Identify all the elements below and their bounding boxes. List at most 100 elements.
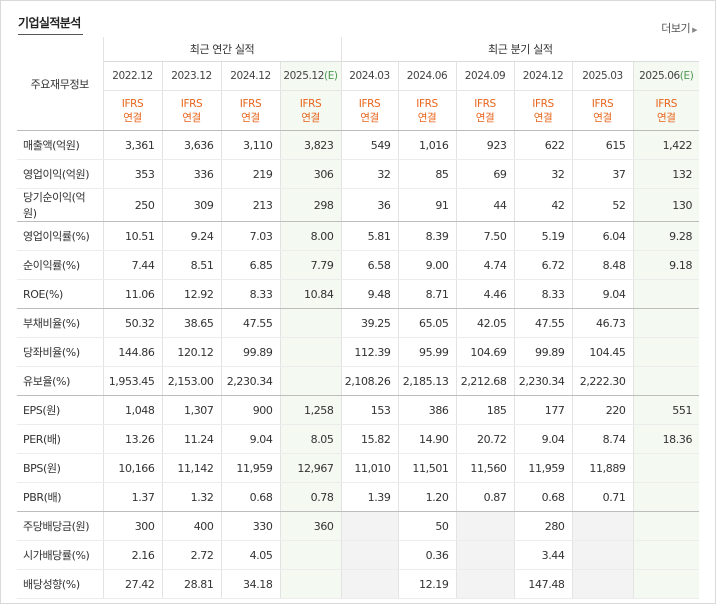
more-link[interactable]: 더보기 ▶	[661, 20, 697, 36]
value-cell: 11,959	[221, 453, 281, 483]
value-cell: 20.72	[456, 424, 515, 454]
table-row: 주당배당금(원) 300 400 330 360 50 280	[17, 511, 700, 541]
basis-label: 연결	[182, 111, 201, 124]
value-cell: 7.03	[221, 221, 281, 251]
basis-label: 연결	[475, 111, 495, 124]
row-label: 매출액(억원)	[17, 130, 104, 160]
value-cell: 360	[280, 511, 342, 541]
accounting-standard-header: IFRS 연결	[572, 90, 634, 131]
value-cell: 400	[162, 511, 222, 541]
standard-label: IFRS	[591, 97, 614, 110]
period-header: 2022.12	[103, 61, 163, 91]
value-cell: 42.05	[456, 308, 515, 338]
accounting-standard-header: IFRS 연결	[221, 90, 281, 131]
value-cell	[280, 308, 342, 338]
value-cell: 10.84	[280, 279, 342, 309]
value-cell: 91	[398, 188, 457, 222]
value-cell: 4.05	[221, 540, 281, 570]
value-cell: 6.58	[340, 250, 399, 280]
row-label: PBR(배)	[17, 482, 104, 512]
accounting-standard-header: IFRS 연결	[398, 90, 457, 131]
standard-label: IFRS	[474, 97, 496, 110]
financial-summary-table: 주요재무정보 최근 연간 실적 최근 분기 실적 2022.12 2023.12 2…	[17, 37, 700, 599]
table-row: 시가배당률(%) 2.16 2.72 4.05 0.36 3.44	[17, 540, 700, 570]
value-cell: 4.46	[456, 279, 515, 309]
value-cell: 353	[103, 159, 163, 189]
accounting-standard-header: IFRS 연결	[280, 90, 342, 131]
value-cell: 9.04	[572, 279, 634, 309]
value-cell: 8.33	[514, 279, 573, 309]
value-cell	[633, 453, 700, 483]
period-label: 2023.12	[171, 70, 212, 82]
value-cell: 9.28	[633, 221, 700, 251]
period-header: 2024.12	[514, 61, 573, 91]
value-cell: 69	[456, 159, 515, 189]
value-cell: 8.74	[572, 424, 634, 454]
row-label: 배당성향(%)	[17, 569, 104, 599]
value-cell: 330	[221, 511, 281, 541]
value-cell: 3,361	[103, 130, 163, 160]
value-cell: 2,230.34	[221, 366, 281, 396]
period-label: 2022.12	[112, 70, 153, 82]
value-cell: 112.39	[340, 337, 399, 367]
value-cell: 13.26	[103, 424, 163, 454]
period-header: 2024.12	[221, 61, 281, 91]
row-label: 주당배당금(원)	[17, 511, 104, 541]
value-cell: 615	[572, 130, 634, 160]
value-cell: 46.73	[572, 308, 634, 338]
row-label: 영업이익률(%)	[17, 221, 104, 251]
period-label: 2024.09	[464, 70, 506, 82]
row-label: PER(배)	[17, 424, 104, 454]
value-cell: 0.36	[398, 540, 457, 570]
value-cell: 3,110	[221, 130, 281, 160]
section-title: 기업실적분석	[18, 16, 81, 30]
value-cell: 11,889	[572, 453, 634, 483]
value-cell: 8.05	[280, 424, 342, 454]
quarter-group-header: 최근 분기 실적	[340, 37, 700, 62]
value-cell: 185	[456, 395, 515, 425]
value-cell: 0.71	[572, 482, 634, 512]
value-cell: 11.24	[162, 424, 222, 454]
value-cell: 11,560	[456, 453, 515, 483]
value-cell: 65.05	[398, 308, 457, 338]
standard-label: IFRS	[180, 97, 203, 110]
value-cell: 6.72	[514, 250, 573, 280]
value-cell: 99.89	[514, 337, 573, 367]
period-header: 2025.03	[572, 61, 634, 91]
value-cell: 27.42	[103, 569, 163, 599]
value-cell: 1,016	[398, 130, 457, 160]
value-cell: 622	[514, 130, 573, 160]
period-label: 2025.12	[283, 70, 324, 82]
value-cell: 50	[398, 511, 457, 541]
row-label: 순이익률(%)	[17, 250, 104, 280]
value-cell: 8.39	[398, 221, 457, 251]
value-cell: 1.39	[340, 482, 399, 512]
value-cell: 7.44	[103, 250, 163, 280]
value-cell: 298	[280, 188, 342, 222]
value-cell	[633, 569, 700, 599]
value-cell: 7.79	[280, 250, 342, 280]
row-label: 시가배당률(%)	[17, 540, 104, 570]
value-cell: 47.55	[221, 308, 281, 338]
table-row: 부채비율(%) 50.32 38.65 47.55 39.25 65.05 42.05 47.…	[17, 308, 700, 338]
value-cell	[280, 337, 342, 367]
table-row: ROE(%) 11.06 12.92 8.33 10.84 9.48 8.71 4.46 8.3…	[17, 279, 700, 309]
value-cell: 120.12	[162, 337, 222, 367]
value-cell: 44	[456, 188, 515, 222]
value-cell: 0.68	[514, 482, 573, 512]
period-label: 2025.06	[639, 70, 680, 82]
accounting-standard-header: IFRS 연결	[162, 90, 222, 131]
period-header: 2025.06(E)	[633, 61, 700, 91]
accounting-standard-header: IFRS 연결	[514, 90, 573, 131]
value-cell: 2.16	[103, 540, 163, 570]
value-cell: 0.68	[221, 482, 281, 512]
standard-label: IFRS	[358, 97, 381, 110]
value-cell: 42	[514, 188, 573, 222]
value-cell	[456, 569, 515, 599]
row-label: ROE(%)	[17, 279, 104, 309]
value-cell: 900	[221, 395, 281, 425]
table-row: 영업이익(억원) 353 336 219 306 32 85 69 32 37 132	[17, 159, 700, 189]
value-cell: 177	[514, 395, 573, 425]
value-cell: 300	[103, 511, 163, 541]
value-cell: 130	[633, 188, 700, 222]
